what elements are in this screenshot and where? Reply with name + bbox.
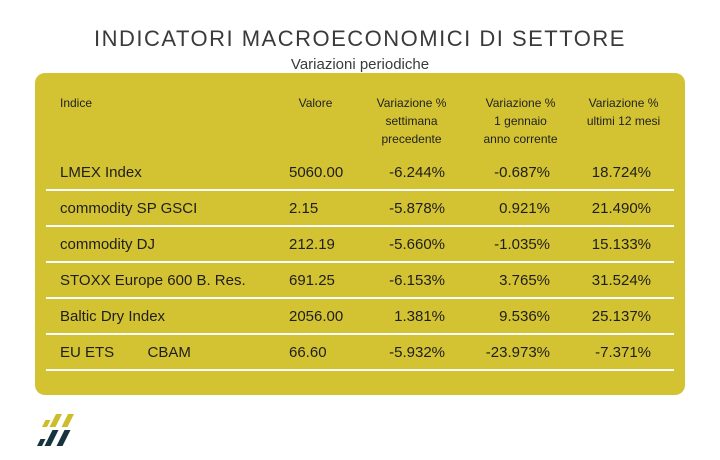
title-block: INDICATORI MACROECONOMICI DI SETTORE Var… (0, 0, 720, 74)
page-title: INDICATORI MACROECONOMICI DI SETTORE (94, 26, 626, 51)
cell-indice: EU ETS CBAM (60, 343, 191, 361)
cell-valore: 2.15 (289, 199, 319, 217)
page-subtitle: Variazioni periodiche (290, 56, 430, 73)
table-row-eu-ets-cbam: EU ETS CBAM 66.60 -5.932% -23.973% -7.37… (46, 335, 674, 371)
cell-var-12-mesi: 15.133% (591, 235, 651, 253)
column-header-indice: Indice (60, 96, 93, 110)
cell-indice: commodity DJ (60, 235, 156, 253)
cell-var-inizio-anno: -1.035% (494, 235, 550, 253)
cell-var-settimana: -6.244% (389, 163, 445, 181)
cell-indice: LMEX Index (60, 163, 142, 181)
cell-var-12-mesi: 21.490% (591, 199, 651, 217)
cell-var-settimana: -5.932% (389, 343, 445, 361)
cell-var-settimana: -5.660% (389, 235, 445, 253)
cell-var-inizio-anno: 9.536% (499, 307, 550, 325)
cell-var-12-mesi: -7.371% (595, 343, 651, 361)
cell-var-12-mesi: 25.137% (591, 307, 651, 325)
cell-valore: 5060.00 (289, 163, 344, 181)
cell-var-inizio-anno: 0.921% (499, 199, 550, 217)
indicators-table-card: Indice Valore Variazione % settimana pre… (35, 73, 685, 395)
cell-valore: 691.25 (289, 271, 335, 289)
cell-var-12-mesi: 31.524% (591, 271, 651, 289)
cell-var-settimana: 1.381% (394, 307, 445, 325)
cell-var-12-mesi: 18.724% (591, 163, 651, 181)
cell-valore: 66.60 (289, 343, 327, 361)
table-header-row: Indice Valore Variazione % settimana pre… (46, 73, 674, 155)
cell-indice: commodity SP GSCI (60, 199, 198, 217)
table-row-lmex-index: LMEX Index 5060.00 -6.244% -0.687% 18.72… (46, 155, 674, 191)
column-header-variazione-12-mesi: Variazione % ultimi 12 mesi (586, 96, 661, 128)
cell-valore: 2056.00 (289, 307, 344, 325)
double-slash-logo-icon (37, 414, 74, 446)
table-row-stoxx-europe-600: STOXX Europe 600 B. Res. 691.25 -6.153% … (46, 263, 674, 299)
cell-var-inizio-anno: 3.765% (499, 271, 550, 289)
cell-valore: 212.19 (289, 235, 335, 253)
cell-var-inizio-anno: -0.687% (494, 163, 550, 181)
column-header-variazione-settimana: Variazione % settimana precedente (376, 96, 447, 146)
column-header-valore: Valore (298, 96, 333, 110)
cell-indice: Baltic Dry Index (60, 307, 166, 325)
cell-var-inizio-anno: -23.973% (485, 343, 550, 361)
column-header-variazione-1-gennaio: Variazione % 1 gennaio anno corrente (483, 96, 558, 146)
cell-indice: STOXX Europe 600 B. Res. (60, 271, 246, 289)
logo (37, 412, 77, 448)
table-row-commodity-dj: commodity DJ 212.19 -5.660% -1.035% 15.1… (46, 227, 674, 263)
table-row-commodity-sp-gsci: commodity SP GSCI 2.15 -5.878% 0.921% 21… (46, 191, 674, 227)
table-row-baltic-dry-index: Baltic Dry Index 2056.00 1.381% 9.536% 2… (46, 299, 674, 335)
cell-var-settimana: -6.153% (389, 271, 445, 289)
cell-var-settimana: -5.878% (389, 199, 445, 217)
